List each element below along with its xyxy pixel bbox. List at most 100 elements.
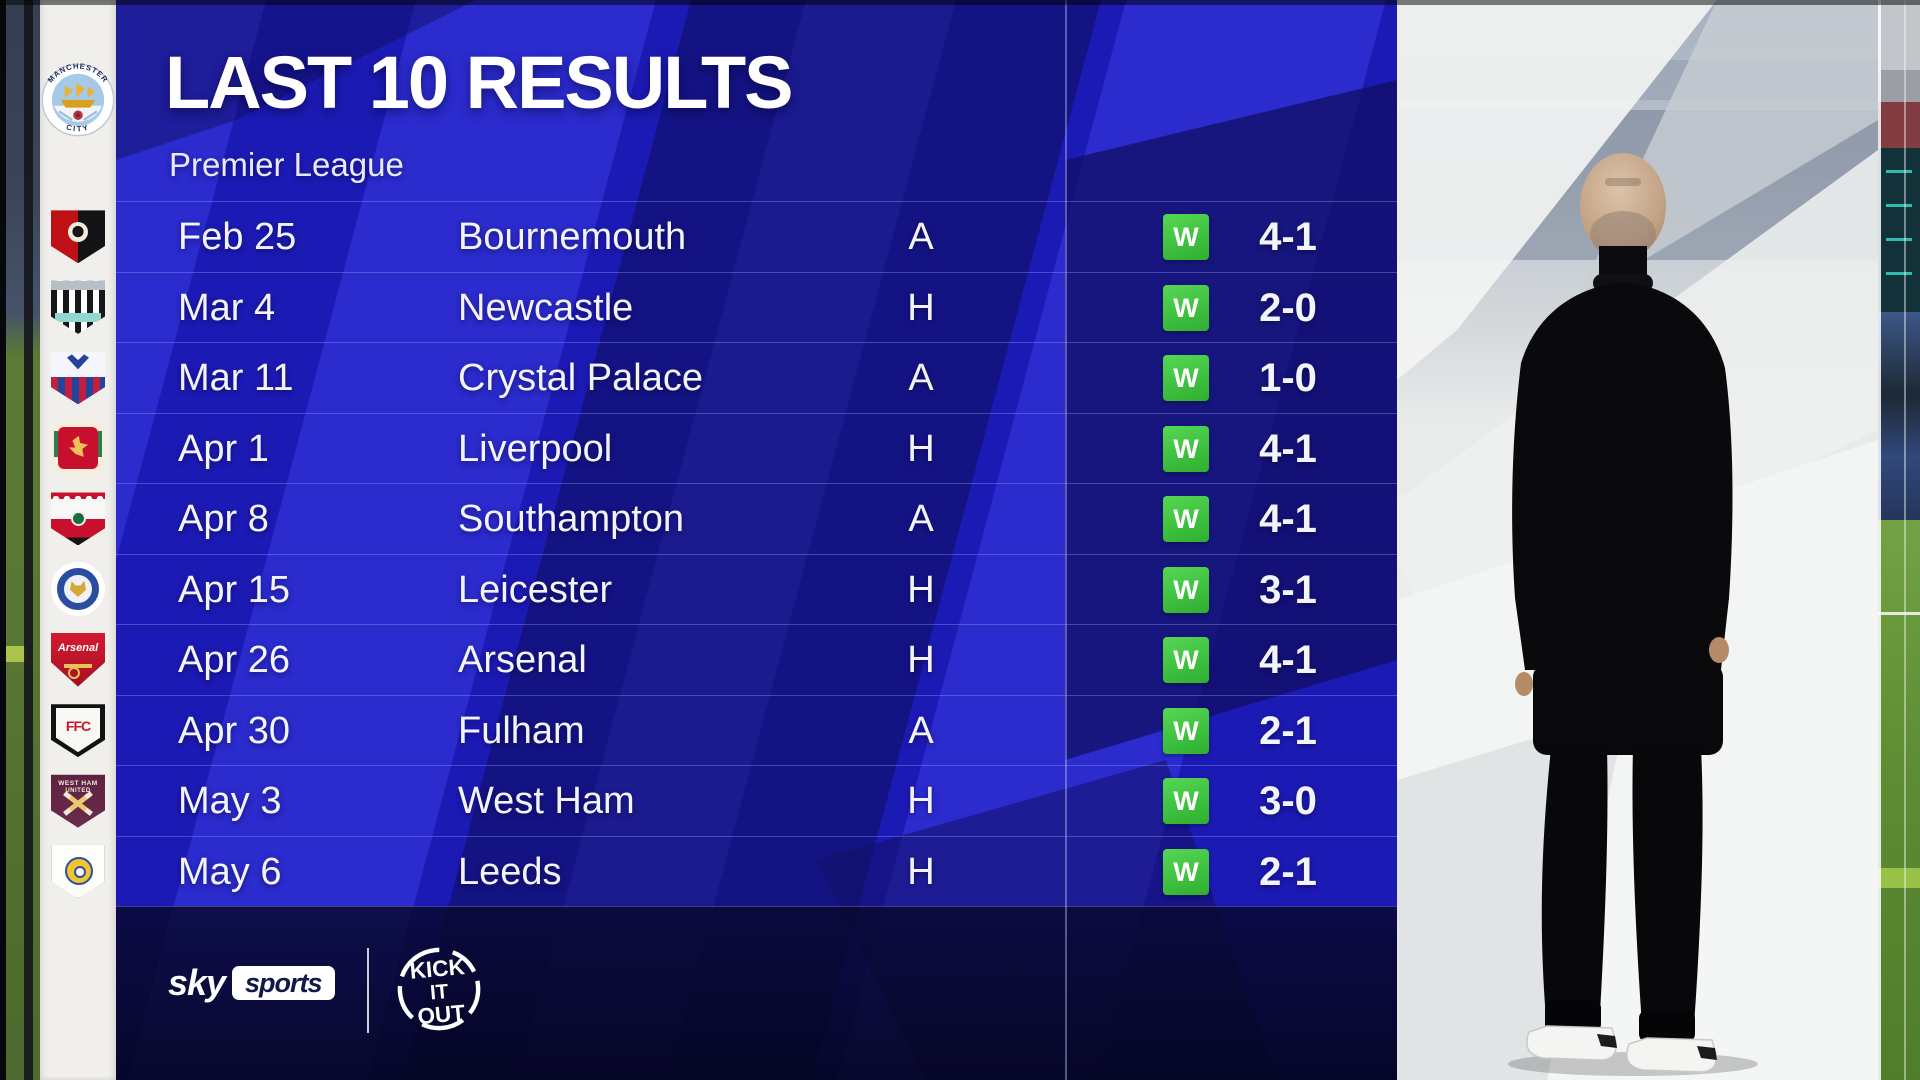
stadium-pole — [24, 0, 33, 1080]
match-score: 4-1 — [1259, 497, 1317, 542]
match-score: 2-0 — [1259, 285, 1317, 330]
opponent-name: Leeds — [458, 850, 562, 893]
opponent-name: Leicester — [458, 568, 613, 611]
sky-sports-logo-box: sports — [232, 966, 335, 1000]
result-row: Apr 1 Liverpool H W 4-1 — [116, 412, 1397, 484]
match-score: 4-1 — [1259, 426, 1317, 471]
stadium-watermark-text: evertonfc.com — [1433, 26, 1566, 47]
match-date: Mar 11 — [178, 357, 294, 400]
match-date: Mar 4 — [178, 286, 276, 329]
bournemouth-crest — [51, 210, 105, 264]
match-date: Feb 25 — [178, 216, 297, 258]
match-date: Apr 1 — [178, 427, 269, 470]
svg-text:KICK: KICK — [409, 954, 467, 984]
result-row: Feb 25 Bournemouth A W 4-1 — [116, 201, 1397, 272]
match-date: Apr 26 — [178, 639, 290, 682]
fulham-crest: FFC — [51, 704, 105, 758]
result-badge: W — [1163, 637, 1209, 684]
opponent-name: Liverpool — [458, 427, 613, 470]
result-row: Apr 30 Fulham A W 2-1 — [116, 694, 1397, 766]
southampton-crest — [51, 492, 105, 546]
match-score: 4-1 — [1259, 215, 1317, 259]
result-row: Apr 8 Southampton A W 4-1 — [116, 483, 1397, 554]
result-row: Mar 4 Newcastle H W 2-0 — [116, 271, 1397, 343]
opponent-name: Arsenal — [458, 639, 587, 682]
arsenal-crest-text: Arsenal — [57, 641, 99, 654]
newcastle-crest — [51, 280, 105, 334]
result-badge: W — [1163, 425, 1209, 472]
stadium-left-edge — [0, 0, 40, 1080]
opponent-name: Fulham — [458, 709, 585, 752]
arsenal-crest: Arsenal — [51, 632, 105, 687]
pep-guardiola-figure — [1508, 153, 1758, 1076]
result-badge: W — [1163, 707, 1209, 754]
result-badge: W — [1163, 848, 1209, 895]
svg-text:CITY: CITY — [65, 122, 91, 133]
venue-indicator: H — [907, 639, 935, 682]
opponent-name: Crystal Palace — [458, 357, 703, 400]
pitch-ad-band — [0, 646, 26, 662]
result-badge: W — [1163, 566, 1209, 613]
venue-indicator: H — [907, 780, 935, 823]
sky-sports-logo: sky — [168, 962, 226, 1003]
team-crest-rail: MANCHESTER CITY Arsenal FFC WEST HAM UNITED — [40, 0, 116, 1080]
result-badge: W — [1163, 778, 1209, 825]
match-score: 3-1 — [1259, 567, 1317, 612]
match-date: Apr 15 — [178, 568, 290, 611]
result-badge: W — [1163, 355, 1209, 402]
leicester-crest — [51, 562, 105, 617]
result-row: May 3 West Ham H W 3-0 — [116, 765, 1397, 836]
match-score: 2-1 — [1259, 849, 1317, 894]
west-ham-crest-text2: UNITED — [65, 787, 91, 794]
venue-indicator: A — [908, 709, 934, 752]
frame-top-edge — [0, 0, 1920, 5]
manager-photo-panel: evertonfc.com — [1397, 0, 1878, 1080]
page-title: LAST 10 RESULTS — [165, 41, 793, 124]
match-date: Apr 8 — [178, 498, 269, 541]
svg-text:OUT: OUT — [416, 1000, 466, 1029]
opponent-name: West Ham — [458, 780, 635, 823]
crystal-palace-crest — [51, 351, 105, 405]
west-ham-crest: WEST HAM UNITED — [51, 774, 105, 828]
competition-subtitle: Premier League — [169, 146, 404, 183]
match-score: 4-1 — [1259, 638, 1317, 683]
match-score: 1-0 — [1259, 356, 1317, 401]
match-date: May 6 — [178, 850, 282, 893]
result-row: Apr 15 Leicester H W 3-1 — [116, 553, 1397, 625]
frame-edge — [0, 0, 6, 1080]
venue-indicator: A — [908, 498, 934, 541]
match-score: 3-0 — [1259, 779, 1317, 824]
fulham-crest-text: FFC — [65, 718, 91, 735]
venue-indicator: A — [908, 357, 934, 400]
kick-it-out-logo: KICK IT OUT — [395, 944, 483, 1034]
result-badge: W — [1163, 284, 1209, 331]
leeds-crest — [51, 845, 105, 899]
match-date: May 3 — [178, 780, 282, 823]
result-row: Mar 11 Crystal Palace A W 1-0 — [116, 342, 1397, 413]
footer-separator — [367, 948, 369, 1033]
venue-indicator: H — [907, 427, 935, 470]
result-row: Apr 26 Arsenal H W 4-1 — [116, 624, 1397, 695]
result-badge: W — [1163, 496, 1209, 543]
opponent-name: Southampton — [458, 498, 685, 541]
result-badge: W — [1163, 214, 1209, 260]
results-panel: LAST 10 RESULTS Premier League Feb 25 Bou… — [116, 0, 1397, 1080]
venue-indicator: H — [907, 850, 935, 893]
manchester-city-crest: MANCHESTER CITY — [40, 62, 116, 138]
scoreboard-sliver — [1878, 148, 1920, 312]
svg-text:IT: IT — [429, 980, 450, 1005]
opponent-name: Newcastle — [458, 286, 634, 329]
stadium-right-edge — [1878, 0, 1920, 1080]
venue-indicator: H — [907, 286, 935, 329]
venue-indicator: A — [908, 216, 934, 258]
opponent-name: Bournemouth — [458, 216, 687, 258]
result-row: May 6 Leeds H W 2-1 — [116, 835, 1397, 907]
match-score: 2-1 — [1259, 708, 1317, 753]
venue-indicator: H — [907, 568, 935, 611]
match-date: Apr 30 — [178, 709, 290, 752]
manchester-city-crest-art: MANCHESTER CITY — [41, 62, 115, 137]
results-rows: Feb 25 Bournemouth A W 4-1 Mar 4 Newcastle H W 2-… — [116, 201, 1397, 907]
liverpool-crest — [51, 420, 105, 475]
west-ham-crest-text: WEST HAM — [58, 779, 98, 787]
